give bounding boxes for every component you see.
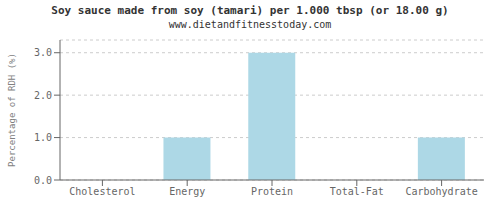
html-text:www.dietandfitnesstoday.com: www.dietandfitnesstoday.com bbox=[168, 18, 332, 30]
html-text:Soy sauce made from soy (tamar: Soy sauce made from soy (tamari) per 1.0… bbox=[51, 3, 449, 17]
svg-text:Percentage of RDH (%): Percentage of RDH (%) bbox=[8, 53, 17, 167]
svg-text:Energy: Energy bbox=[169, 186, 205, 197]
svg-text:Protein: Protein bbox=[251, 186, 293, 197]
svg-text:2.0: 2.0 bbox=[34, 90, 52, 101]
svg-text:0.0: 0.0 bbox=[34, 175, 52, 186]
svg-text:Total-Fat: Total-Fat bbox=[330, 186, 384, 197]
svg-text:1.0: 1.0 bbox=[34, 132, 52, 143]
svg-text:Carbohydrate: Carbohydrate bbox=[405, 186, 477, 197]
svg-text:Cholesterol: Cholesterol bbox=[69, 186, 135, 197]
svg-text:3.0: 3.0 bbox=[34, 47, 52, 58]
